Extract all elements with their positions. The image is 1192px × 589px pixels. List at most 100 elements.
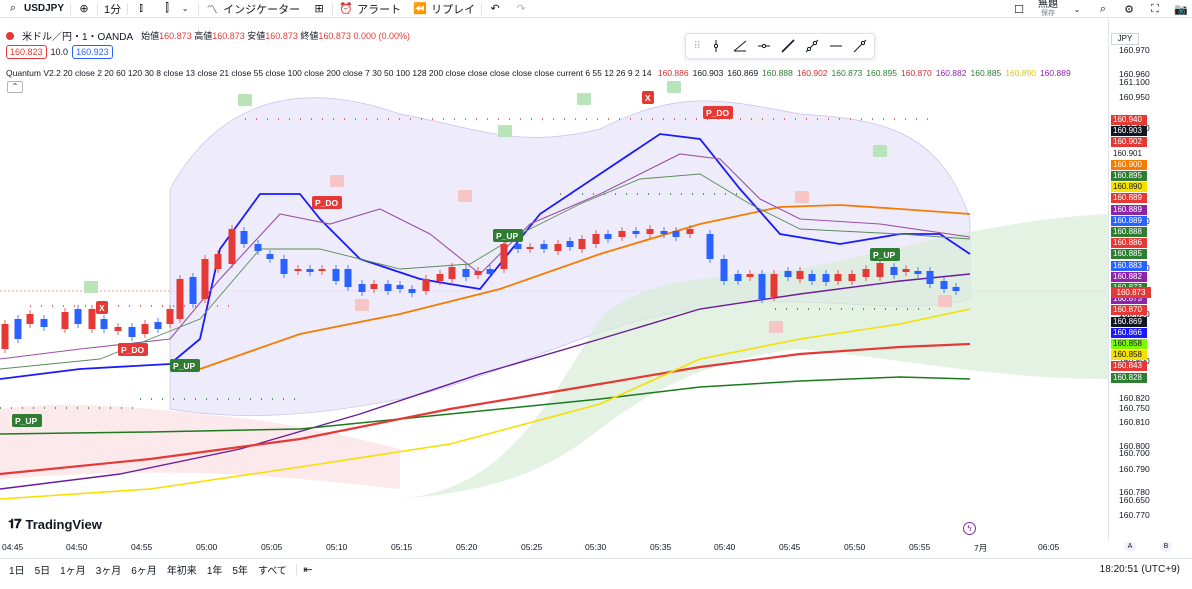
sell-price[interactable]: 160.823 — [6, 45, 47, 59]
redo-button[interactable]: ↷ — [508, 0, 534, 18]
candle-body — [358, 284, 366, 292]
ma-yellow-line — [0, 308, 971, 500]
indicator-price-label: 160.858 — [1111, 339, 1147, 349]
candle-body — [862, 269, 870, 277]
chevron-down-icon[interactable]: ⌄ — [1073, 4, 1081, 14]
replay-button[interactable]: ⏪ リプレイ — [407, 0, 481, 18]
signal-box — [330, 175, 344, 187]
range-button[interactable]: 1ヶ月 — [60, 566, 86, 577]
range-button[interactable]: 3ヶ月 — [95, 566, 122, 577]
tradingview-mark-icon: 𝟏𝟕 — [8, 516, 22, 531]
chart-pane[interactable]: X P_DO X P_DO P_DO P_UP P_UP P_UP P_UP 米ドル／円・1・O… — [0, 19, 1108, 540]
signal-box — [84, 281, 98, 293]
candle-body — [154, 322, 162, 329]
settings-icon[interactable]: ⚙ — [1124, 3, 1134, 16]
log-scale-button[interactable]: B — [1160, 541, 1172, 552]
candle-body — [14, 319, 22, 339]
time-axis[interactable]: A 04:45 04:50 04:55 05:00 05:05 05:10 05:15 05:… — [0, 540, 1136, 554]
camera-icon[interactable]: 📷 — [1174, 3, 1188, 16]
horizontal-line-tool-icon[interactable] — [824, 36, 848, 56]
range-button[interactable]: 5年 — [232, 566, 248, 577]
price-chart[interactable]: X P_DO X P_DO P_DO P_UP P_UP P_UP P_UP — [0, 19, 1108, 540]
chart-style-button[interactable]: ⫿ ⌄ — [154, 0, 198, 18]
collapse-legend-button[interactable]: ⌃ — [7, 81, 23, 93]
indicator-legend[interactable]: Quantum V2.2 20 close 2 20 60 120 30 8 c… — [6, 68, 1071, 78]
symbol-search[interactable]: ⌕ USDJPY — [0, 0, 70, 18]
candle-body — [40, 319, 48, 327]
ray-tool-icon[interactable] — [800, 36, 824, 56]
candle-body — [796, 271, 804, 279]
chart-type-button[interactable]: ⫾ — [128, 0, 154, 18]
auto-scale-button[interactable]: A — [1124, 541, 1136, 552]
tradingview-logo[interactable]: 𝟏𝟕 TradingView — [8, 516, 102, 532]
candle-body — [554, 244, 562, 251]
alert-button[interactable]: ⏰ アラート — [333, 0, 407, 18]
time-tick-label: 05:40 — [714, 542, 736, 552]
range-button[interactable]: 1日 — [9, 566, 25, 577]
candle-body — [514, 244, 522, 249]
indicator-price-label: 160.889 — [1111, 193, 1147, 204]
candle-body — [770, 274, 778, 297]
currency-selector[interactable]: JPY — [1111, 33, 1139, 45]
layouts-button[interactable]: ⊞ — [306, 0, 332, 18]
range-button[interactable]: 6ヶ月 — [131, 566, 157, 577]
range-button[interactable]: 年初来 — [166, 566, 197, 577]
compare-button[interactable]: ⊕ — [71, 0, 97, 18]
buy-price[interactable]: 160.923 — [72, 45, 113, 59]
price-tick-label: 160.960 — [1119, 69, 1150, 79]
fullscreen-icon[interactable]: ⛶ — [1151, 2, 1159, 15]
signal-marker-label: P_UP — [173, 361, 196, 371]
price-tick-label: 160.700 — [1119, 448, 1150, 458]
indicator-price-label: 160.869 — [1111, 316, 1147, 327]
candle-body — [526, 247, 534, 249]
chevron-down-icon: ⌄ — [181, 4, 189, 13]
horizontal-ray-tool-icon[interactable] — [752, 36, 776, 56]
candle-body — [474, 271, 482, 275]
indicator-value: 160.882 — [935, 68, 967, 78]
candle-body — [578, 239, 586, 249]
time-tick-label: 05:00 — [196, 542, 218, 552]
candles-icon: ⫾ — [139, 2, 143, 14]
signal-marker-label: X — [99, 303, 105, 313]
price-tick-label: 160.810 — [1119, 417, 1150, 427]
time-tick-label: 05:10 — [326, 542, 348, 552]
candle-body — [280, 259, 288, 274]
chart-title[interactable]: 米ドル／円・1・OANDA — [22, 32, 134, 43]
price-axis[interactable]: JPY 160.970160.960161.100160.950161.0501… — [1108, 19, 1192, 540]
range-button[interactable]: 5日 — [34, 566, 51, 577]
time-tick-label: 05:25 — [521, 542, 543, 552]
drag-handle-icon[interactable]: ⠿ — [693, 40, 701, 52]
candle-body — [876, 263, 884, 277]
fullscreen-box-icon[interactable]: ☐ — [1014, 3, 1024, 16]
quick-search-icon[interactable]: ⌕ — [1099, 2, 1107, 15]
vertical-line-tool-icon[interactable] — [704, 36, 728, 56]
lightning-icon[interactable]: ϟ — [963, 522, 976, 535]
time-tick-label: 05:05 — [261, 542, 283, 552]
extended-line-tool-icon[interactable] — [848, 36, 872, 56]
candle-body — [26, 314, 34, 324]
calendar-range-icon[interactable]: ⇤ — [303, 564, 313, 576]
bid-ask: 160.823 10.0 160.923 — [6, 45, 113, 59]
ichimoku-cloud — [400, 214, 1108, 499]
price-tick-label: 160.750 — [1119, 403, 1150, 413]
range-button[interactable]: すべて — [257, 566, 287, 577]
open-value: 160.873 — [159, 31, 192, 41]
time-tick-label: 06:05 — [1038, 542, 1060, 552]
indicator-price-label: 160.889 — [1111, 204, 1147, 215]
save-layout[interactable]: 無題 保存 — [1038, 0, 1058, 18]
trend-line-tool-icon[interactable] — [776, 36, 800, 56]
undo-button[interactable]: ↶ — [482, 0, 508, 18]
time-tick-label: 04:55 — [131, 542, 153, 552]
clock-label[interactable]: 18:20:51 (UTC+9) — [1099, 564, 1180, 575]
indicator-price-label: 160.901 — [1111, 148, 1147, 159]
range-button[interactable]: 1年 — [206, 566, 223, 577]
symbol-label: USDJPY — [24, 3, 65, 14]
candle-body — [720, 259, 728, 281]
indicators-button[interactable]: 〽 インジケーター — [199, 0, 306, 18]
chart-legend: 米ドル／円・1・OANDA 始値160.873 高値160.873 安値160.… — [6, 28, 410, 43]
time-tick-label: 05:55 — [909, 542, 931, 552]
indicator-price-label: 160.882 — [1111, 271, 1147, 282]
interval-button[interactable]: 1分 — [98, 0, 127, 18]
replay-label: リプレイ — [431, 3, 476, 16]
trend-angle-tool-icon[interactable] — [728, 36, 752, 56]
